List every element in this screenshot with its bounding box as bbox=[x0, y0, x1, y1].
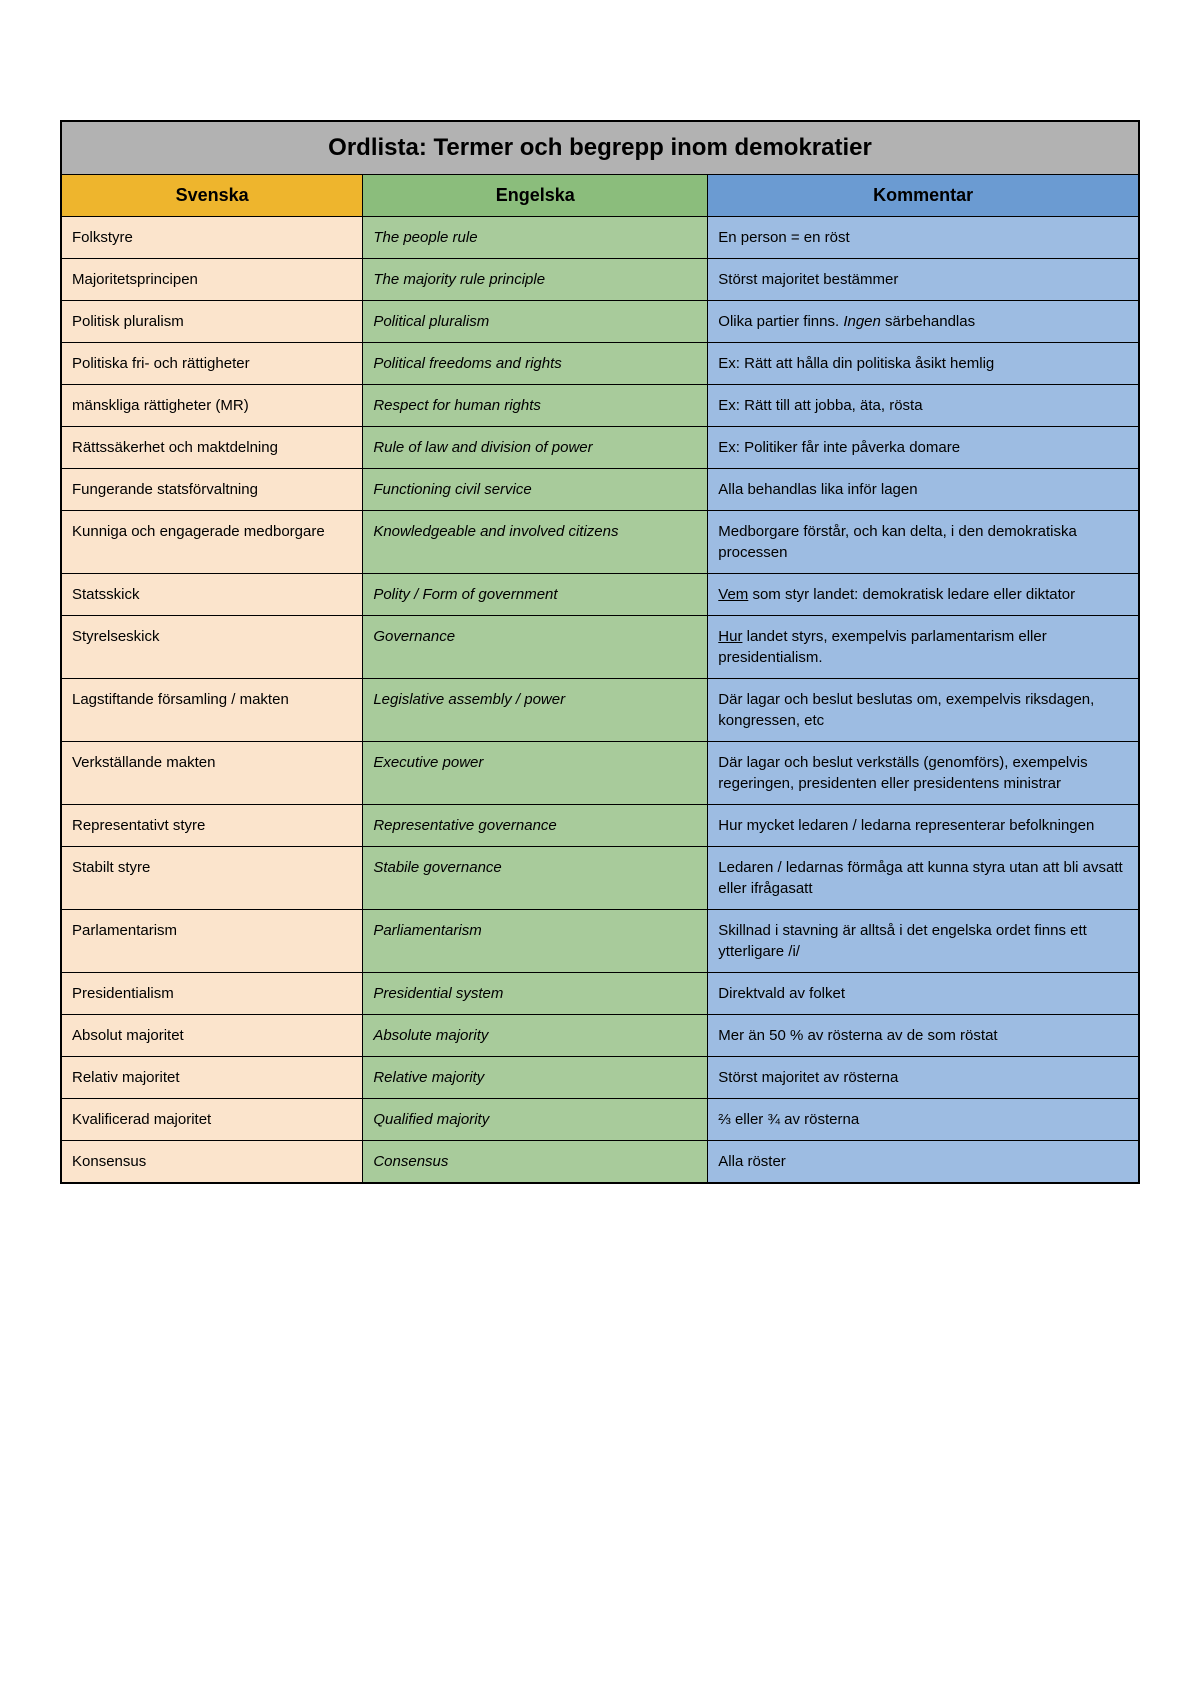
table-row: Rättssäkerhet och maktdelningRule of law… bbox=[61, 427, 1139, 469]
cell-kommentar: Vem som styr landet: demokratisk ledare … bbox=[708, 574, 1139, 616]
cell-kommentar: Ex: Politiker får inte påverka domare bbox=[708, 427, 1139, 469]
table-row: MajoritetsprincipenThe majority rule pri… bbox=[61, 259, 1139, 301]
cell-svenska: Folkstyre bbox=[61, 217, 363, 259]
cell-engelska: Legislative assembly / power bbox=[363, 679, 708, 742]
table-row: Relativ majoritetRelative majorityStörst… bbox=[61, 1057, 1139, 1099]
cell-svenska: Politiska fri- och rättigheter bbox=[61, 343, 363, 385]
cell-kommentar: Ex: Rätt att hålla din politiska åsikt h… bbox=[708, 343, 1139, 385]
cell-kommentar: Hur mycket ledaren / ledarna representer… bbox=[708, 805, 1139, 847]
col-header-svenska: Svenska bbox=[61, 175, 363, 217]
cell-svenska: Presidentialism bbox=[61, 973, 363, 1015]
cell-engelska: Consensus bbox=[363, 1141, 708, 1184]
cell-svenska: Relativ majoritet bbox=[61, 1057, 363, 1099]
col-header-engelska: Engelska bbox=[363, 175, 708, 217]
cell-kommentar: ⅔ eller ¾ av rösterna bbox=[708, 1099, 1139, 1141]
cell-engelska: Governance bbox=[363, 616, 708, 679]
cell-kommentar: Ledaren / ledarnas förmåga att kunna sty… bbox=[708, 847, 1139, 910]
cell-kommentar: Störst majoritet av rösterna bbox=[708, 1057, 1139, 1099]
cell-engelska: Parliamentarism bbox=[363, 910, 708, 973]
table-body: FolkstyreThe people ruleEn person = en r… bbox=[61, 217, 1139, 1184]
table-row: mänskliga rättigheter (MR)Respect for hu… bbox=[61, 385, 1139, 427]
cell-kommentar: Där lagar och beslut verkställs (genomfö… bbox=[708, 742, 1139, 805]
table-row: Fungerande statsförvaltningFunctioning c… bbox=[61, 469, 1139, 511]
cell-engelska: The majority rule principle bbox=[363, 259, 708, 301]
table-row: Kvalificerad majoritetQualified majority… bbox=[61, 1099, 1139, 1141]
cell-svenska: Representativt styre bbox=[61, 805, 363, 847]
cell-kommentar: Alla behandlas lika inför lagen bbox=[708, 469, 1139, 511]
table-row: Lagstiftande församling / maktenLegislat… bbox=[61, 679, 1139, 742]
cell-engelska: Executive power bbox=[363, 742, 708, 805]
cell-svenska: Stabilt styre bbox=[61, 847, 363, 910]
cell-engelska: Polity / Form of government bbox=[363, 574, 708, 616]
cell-engelska: Qualified majority bbox=[363, 1099, 708, 1141]
cell-engelska: Absolute majority bbox=[363, 1015, 708, 1057]
cell-engelska: Political pluralism bbox=[363, 301, 708, 343]
cell-engelska: The people rule bbox=[363, 217, 708, 259]
table-title: Ordlista: Termer och begrepp inom demokr… bbox=[61, 121, 1139, 175]
cell-kommentar: Ex: Rätt till att jobba, äta, rösta bbox=[708, 385, 1139, 427]
cell-svenska: Majoritetsprincipen bbox=[61, 259, 363, 301]
cell-svenska: Konsensus bbox=[61, 1141, 363, 1184]
table-row: Verkställande maktenExecutive powerDär l… bbox=[61, 742, 1139, 805]
table-row: Politiska fri- och rättigheterPolitical … bbox=[61, 343, 1139, 385]
cell-engelska: Knowledgeable and involved citizens bbox=[363, 511, 708, 574]
cell-svenska: Rättssäkerhet och maktdelning bbox=[61, 427, 363, 469]
cell-engelska: Rule of law and division of power bbox=[363, 427, 708, 469]
cell-svenska: Fungerande statsförvaltning bbox=[61, 469, 363, 511]
cell-kommentar: Medborgare förstår, och kan delta, i den… bbox=[708, 511, 1139, 574]
table-row: KonsensusConsensusAlla röster bbox=[61, 1141, 1139, 1184]
cell-engelska: Respect for human rights bbox=[363, 385, 708, 427]
table-row: FolkstyreThe people ruleEn person = en r… bbox=[61, 217, 1139, 259]
cell-engelska: Relative majority bbox=[363, 1057, 708, 1099]
cell-svenska: mänskliga rättigheter (MR) bbox=[61, 385, 363, 427]
cell-engelska: Stabile governance bbox=[363, 847, 708, 910]
col-header-kommentar: Kommentar bbox=[708, 175, 1139, 217]
table-row: StyrelseskickGovernanceHur landet styrs,… bbox=[61, 616, 1139, 679]
cell-engelska: Functioning civil service bbox=[363, 469, 708, 511]
table-row: Stabilt styreStabile governanceLedaren /… bbox=[61, 847, 1139, 910]
cell-kommentar: Direktvald av folket bbox=[708, 973, 1139, 1015]
title-row: Ordlista: Termer och begrepp inom demokr… bbox=[61, 121, 1139, 175]
cell-kommentar: En person = en röst bbox=[708, 217, 1139, 259]
cell-svenska: Politisk pluralism bbox=[61, 301, 363, 343]
table-row: PresidentialismPresidential systemDirekt… bbox=[61, 973, 1139, 1015]
cell-svenska: Lagstiftande församling / makten bbox=[61, 679, 363, 742]
table-row: Absolut majoritetAbsolute majorityMer än… bbox=[61, 1015, 1139, 1057]
cell-kommentar: Alla röster bbox=[708, 1141, 1139, 1184]
cell-kommentar: Hur landet styrs, exempelvis parlamentar… bbox=[708, 616, 1139, 679]
cell-svenska: Verkställande makten bbox=[61, 742, 363, 805]
cell-kommentar: Mer än 50 % av rösterna av de som röstat bbox=[708, 1015, 1139, 1057]
header-row: Svenska Engelska Kommentar bbox=[61, 175, 1139, 217]
cell-svenska: Kvalificerad majoritet bbox=[61, 1099, 363, 1141]
cell-kommentar: Skillnad i stavning är alltså i det enge… bbox=[708, 910, 1139, 973]
table-row: Politisk pluralismPolitical pluralismOli… bbox=[61, 301, 1139, 343]
cell-engelska: Representative governance bbox=[363, 805, 708, 847]
cell-svenska: Parlamentarism bbox=[61, 910, 363, 973]
cell-kommentar: Störst majoritet bestämmer bbox=[708, 259, 1139, 301]
cell-svenska: Kunniga och engagerade medborgare bbox=[61, 511, 363, 574]
cell-svenska: Absolut majoritet bbox=[61, 1015, 363, 1057]
cell-engelska: Political freedoms and rights bbox=[363, 343, 708, 385]
cell-svenska: Statsskick bbox=[61, 574, 363, 616]
cell-svenska: Styrelseskick bbox=[61, 616, 363, 679]
glossary-table: Ordlista: Termer och begrepp inom demokr… bbox=[60, 120, 1140, 1184]
cell-kommentar: Där lagar och beslut beslutas om, exempe… bbox=[708, 679, 1139, 742]
table-row: StatsskickPolity / Form of governmentVem… bbox=[61, 574, 1139, 616]
table-row: Representativt styreRepresentative gover… bbox=[61, 805, 1139, 847]
table-row: ParlamentarismParliamentarismSkillnad i … bbox=[61, 910, 1139, 973]
cell-engelska: Presidential system bbox=[363, 973, 708, 1015]
cell-kommentar: Olika partier finns. Ingen särbehandlas bbox=[708, 301, 1139, 343]
table-row: Kunniga och engagerade medborgareKnowled… bbox=[61, 511, 1139, 574]
